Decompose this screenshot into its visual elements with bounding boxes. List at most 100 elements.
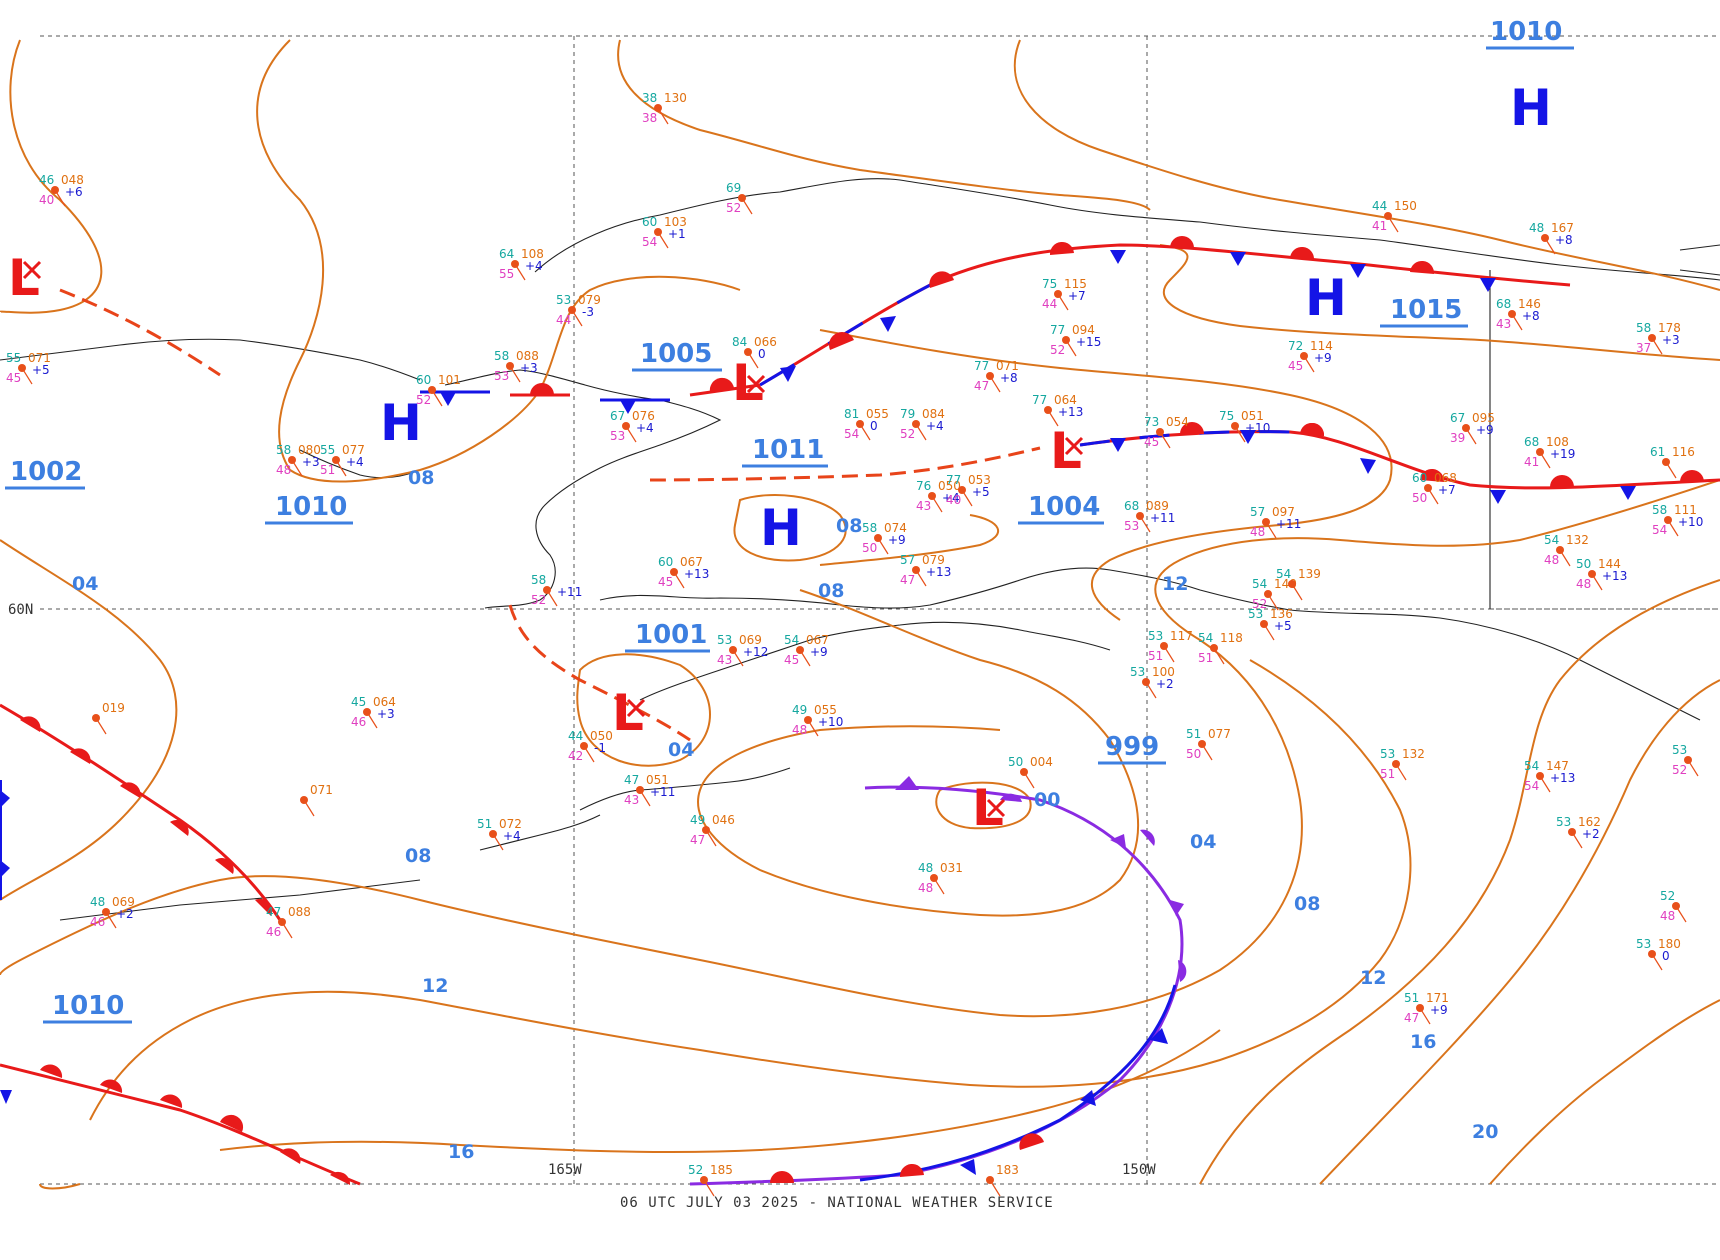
station-pressure: 077 bbox=[342, 443, 365, 457]
station-pressure: 146 bbox=[1518, 297, 1541, 311]
station-temperature: 44 bbox=[568, 729, 583, 743]
station-pressure: 183 bbox=[996, 1163, 1019, 1177]
station-pressure-change: +13 bbox=[1058, 405, 1083, 419]
pressure-value: 1002 bbox=[10, 457, 82, 487]
station-plot: 49 046 47 bbox=[690, 813, 735, 847]
station-plot: 47 051 43 +11 bbox=[624, 773, 675, 807]
wind-barb-icon bbox=[657, 107, 669, 125]
station-dewpoint: 45 bbox=[6, 371, 21, 385]
station-temperature: 47 bbox=[624, 773, 639, 787]
station-pressure: 103 bbox=[664, 215, 687, 229]
wind-barb-icon bbox=[1057, 293, 1069, 311]
wind-barb-icon bbox=[1159, 431, 1171, 449]
wind-barb-icon bbox=[571, 309, 583, 327]
wind-barb-icon bbox=[1539, 451, 1551, 469]
station-pressure: 064 bbox=[1054, 393, 1077, 407]
station-pressure-change: +11 bbox=[1276, 517, 1301, 531]
station-pressure: 167 bbox=[1551, 221, 1574, 235]
station-plot: 48 069 46 +2 bbox=[90, 895, 135, 929]
wind-barb-icon bbox=[1145, 681, 1157, 699]
station-temperature: 77 bbox=[1050, 323, 1065, 337]
station-plot: 57 079 47 +13 bbox=[900, 553, 951, 587]
station-pressure-change: +3 bbox=[520, 361, 538, 375]
wind-barb-icon bbox=[732, 649, 744, 667]
station-plot: 77 071 47 +8 bbox=[974, 359, 1019, 393]
station-pressure: 162 bbox=[1578, 815, 1601, 829]
station-temperature: 58 bbox=[1636, 321, 1651, 335]
station-pressure-change: +9 bbox=[888, 533, 906, 547]
station-pressure-change: +9 bbox=[1314, 351, 1332, 365]
station-plot: 55 071 45 +5 bbox=[6, 351, 51, 385]
station-pressure: 048 bbox=[61, 173, 84, 187]
station-pressure-change: +2 bbox=[1582, 827, 1600, 841]
station-plot: 55 077 51 +4 bbox=[320, 443, 365, 477]
station-temperature: 52 bbox=[688, 1163, 703, 1177]
station-pressure: 114 bbox=[1310, 339, 1333, 353]
station-pressure: 115 bbox=[1064, 277, 1087, 291]
station-temperature: 60 bbox=[416, 373, 431, 387]
wind-barb-icon bbox=[1511, 313, 1523, 331]
station-temperature: 67 bbox=[610, 409, 625, 423]
wind-barb-icon bbox=[21, 367, 33, 385]
station-pressure: 046 bbox=[712, 813, 735, 827]
station-temperature: 54 bbox=[1198, 631, 1213, 645]
station-plot: 68 146 43 +8 bbox=[1496, 297, 1541, 331]
station-plot: 60 068 50 +7 bbox=[1412, 471, 1457, 505]
station-temperature: 57 bbox=[900, 553, 915, 567]
station-pressure-change: +9 bbox=[1476, 423, 1494, 437]
station-dewpoint: 39 bbox=[1450, 431, 1465, 445]
wind-barb-icon bbox=[703, 1179, 715, 1197]
wind-barb-icon bbox=[1303, 355, 1315, 373]
station-temperature: 53 bbox=[1248, 607, 1263, 621]
station-pressure: 117 bbox=[1170, 629, 1193, 643]
station-temperature: 77 bbox=[974, 359, 989, 373]
station-dewpoint: 48 bbox=[792, 723, 807, 737]
station-temperature: 51 bbox=[1404, 991, 1419, 1005]
station-plot: 73 054 45 bbox=[1144, 415, 1189, 449]
station-pressure: 069 bbox=[112, 895, 135, 909]
station-dewpoint: 53 bbox=[1124, 519, 1139, 533]
wind-barb-icon bbox=[1675, 905, 1687, 923]
station-pressure: 095 bbox=[1472, 411, 1495, 425]
wind-barb-icon bbox=[1387, 215, 1399, 233]
station-pressure: 108 bbox=[521, 247, 544, 261]
station-pressure-change: 0 bbox=[870, 419, 878, 433]
station-plot: 53 132 51 bbox=[1380, 747, 1425, 781]
station-plot: 51 077 50 bbox=[1186, 727, 1231, 761]
station-pressure-change: +7 bbox=[1068, 289, 1086, 303]
wind-barb-icon bbox=[1047, 409, 1059, 427]
pressure-value: 1010 bbox=[1490, 17, 1562, 47]
pressure-values: 1002 1005 1004 1001 999 1015 1010 1010 1… bbox=[5, 17, 1574, 1024]
station-pressure: 072 bbox=[499, 817, 522, 831]
station-pressure: 118 bbox=[1220, 631, 1243, 645]
station-plot: 79 084 52 +4 bbox=[900, 407, 945, 441]
station-temperature: 64 bbox=[499, 247, 514, 261]
station-pressure: 130 bbox=[664, 91, 687, 105]
station-temperature: 73 bbox=[1144, 415, 1159, 429]
station-dewpoint: 45 bbox=[1288, 359, 1303, 373]
station-pressure-change: +8 bbox=[1000, 371, 1018, 385]
wind-barb-icon bbox=[673, 571, 685, 589]
station-plot: 183 bbox=[986, 1163, 1019, 1197]
high-center-label: H bbox=[1305, 269, 1347, 327]
station-pressure-change: +2 bbox=[1156, 677, 1174, 691]
station-dewpoint: 52 bbox=[1672, 763, 1687, 777]
station-pressure: 180 bbox=[1658, 937, 1681, 951]
station-pressure-change: +9 bbox=[810, 645, 828, 659]
station-plot: 77 064+13 bbox=[1032, 393, 1083, 427]
station-plot: 77 053 40 +5 bbox=[946, 473, 991, 507]
pressure-value: 1015 bbox=[1390, 295, 1462, 325]
station-plot: 51 171 47 +9 bbox=[1404, 991, 1449, 1025]
station-pressure: 101 bbox=[438, 373, 461, 387]
station-pressure: 139 bbox=[1298, 567, 1321, 581]
station-pressure: 071 bbox=[996, 359, 1019, 373]
station-temperature: 60 bbox=[642, 215, 657, 229]
isobar-label: 08 bbox=[836, 515, 862, 537]
station-plot: 53 162+2 bbox=[1556, 815, 1601, 849]
station-pressure: 089 bbox=[1146, 499, 1169, 513]
wind-barb-icon bbox=[961, 489, 973, 507]
station-pressure: 079 bbox=[922, 553, 945, 567]
station-plot: 67 095 39 +9 bbox=[1450, 411, 1495, 445]
